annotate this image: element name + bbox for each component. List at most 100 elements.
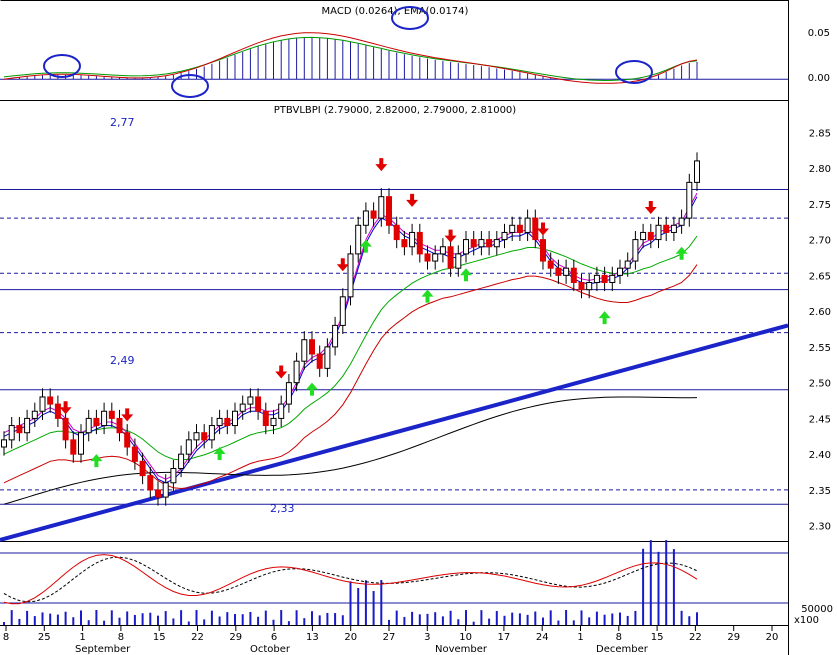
candle-body (609, 274, 616, 284)
candle-body (262, 410, 269, 427)
candle-body (278, 403, 285, 419)
candle-body (324, 346, 331, 369)
volume-scale-label: x100 (794, 615, 819, 626)
x-tick-label: 20 (766, 632, 779, 643)
candle-body (232, 410, 238, 427)
candle-body (201, 432, 208, 441)
candle-body (270, 417, 277, 427)
candle-body (686, 181, 693, 219)
candle-body (409, 231, 416, 248)
volume-y-ticks: 50000 x100 (794, 604, 833, 626)
x-tick-label: 15 (651, 632, 664, 643)
macd-panel (0, 6, 788, 98)
candle-body (516, 224, 523, 233)
candle-body (362, 210, 369, 226)
level-annotation: 2,49 (110, 354, 135, 367)
candle-body (586, 282, 593, 291)
candle-body (216, 417, 223, 427)
candle-body (170, 467, 177, 484)
sell-arrow-icon (537, 222, 549, 236)
month-label: October (250, 644, 291, 655)
candle-body (401, 239, 408, 248)
candle-body (493, 239, 500, 248)
candle-body (501, 231, 508, 241)
candle-body (470, 239, 477, 248)
sell-arrow-icon (336, 258, 349, 272)
candle-body (193, 432, 200, 441)
price-tick-label: 2.55 (809, 343, 831, 354)
sell-arrow-icon (375, 158, 388, 172)
price-tick-label: 2.85 (809, 128, 831, 139)
x-axis-months: September October November December (75, 644, 649, 655)
candle-body (355, 224, 362, 255)
panel-frames (0, 0, 789, 655)
candle-body (16, 425, 23, 434)
candle-body (393, 224, 400, 241)
candle-body (155, 489, 161, 498)
candle-body (124, 432, 131, 448)
candle-body (85, 417, 92, 434)
candle-body (139, 460, 146, 477)
candle-body (93, 417, 100, 427)
long-moving-average (3, 396, 698, 505)
candle-body (101, 410, 108, 427)
candle-body (386, 196, 392, 226)
candle-body (463, 239, 469, 255)
stochastic-volume-panel (0, 540, 788, 625)
candle-body (478, 239, 485, 248)
x-tick-label: 1 (577, 632, 583, 643)
highlight-circle (391, 6, 429, 30)
price-panel (0, 152, 789, 542)
candle-body (31, 410, 38, 419)
month-label: December (596, 644, 649, 655)
candle-body (540, 239, 546, 262)
x-tick-label: 1 (79, 632, 85, 643)
candle-body (293, 360, 300, 384)
x-tick-label: 29 (727, 632, 740, 643)
x-tick-label: 24 (536, 632, 549, 643)
price-tick-label: 2.75 (809, 200, 831, 211)
candle-body (378, 196, 385, 219)
candle-body (640, 231, 647, 241)
price-tick-label: 2.40 (809, 450, 831, 461)
highlight-circle (615, 60, 653, 84)
x-tick-label: 15 (153, 632, 166, 643)
candle-body (301, 339, 308, 362)
magenta-moving-average (3, 192, 698, 480)
level-annotation: 2,33 (270, 502, 295, 515)
candle-body (432, 253, 439, 262)
x-tick-label: 25 (38, 632, 51, 643)
x-tick-label: 13 (306, 632, 319, 643)
x-tick-label: 22 (191, 632, 204, 643)
buy-arrow-icon (421, 289, 434, 303)
sell-arrow-icon (275, 365, 288, 379)
price-tick-label: 2.80 (809, 164, 831, 175)
x-axis-days: 8 25 1 8 15 22 29 6 13 20 27 3 10 17 24 1 8 15 22 29 20 (3, 626, 779, 643)
buy-arrow-icon (90, 454, 103, 468)
macd-tick-label: 0.05 (808, 28, 830, 39)
candle-body (524, 217, 531, 233)
price-tick-label: 2.70 (809, 236, 831, 247)
buy-arrow-icon (213, 447, 226, 461)
buy-arrow-icon (598, 311, 611, 325)
candle-body (647, 231, 654, 241)
x-tick-label: 8 (3, 632, 9, 643)
candle-body (108, 410, 115, 419)
candle-body (332, 324, 339, 348)
candle-body (509, 224, 516, 233)
trend-line (0, 323, 789, 542)
candle-body (47, 396, 54, 405)
price-tick-label: 2.30 (809, 522, 831, 533)
sell-arrow-icon (406, 193, 419, 207)
candle-body (208, 425, 215, 441)
stochastic-d-line (3, 556, 698, 603)
candle-body (309, 339, 315, 355)
price-tick-label: 2.60 (809, 307, 831, 318)
macd-tick-label: 0.00 (808, 73, 830, 84)
candle-body (632, 239, 639, 262)
candle-body (1, 439, 7, 448)
price-tick-label: 2.50 (809, 379, 831, 390)
sell-arrow-icon (444, 229, 457, 243)
candle-body (62, 417, 69, 441)
x-tick-label: 20 (344, 632, 357, 643)
